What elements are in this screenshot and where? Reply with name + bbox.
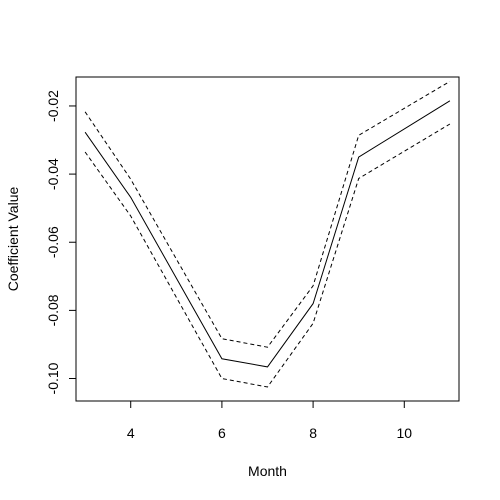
y-axis: -0.10 -0.08 -0.06 -0.04 -0.02 [45, 90, 77, 394]
x-tick-label: 10 [396, 425, 412, 441]
y-tick-label: -0.02 [45, 90, 61, 122]
x-tick-label: 8 [309, 425, 317, 441]
y-axis-label: Coefficient Value [5, 187, 21, 292]
y-tick-label: -0.08 [45, 294, 61, 326]
x-axis-label: Month [248, 463, 287, 479]
x-tick-label: 4 [127, 425, 135, 441]
x-axis: 4 6 8 10 [127, 400, 412, 441]
x-tick-label: 6 [218, 425, 226, 441]
y-tick-label: -0.06 [45, 226, 61, 258]
y-tick-label: -0.10 [45, 362, 61, 394]
estimate-line [84, 100, 451, 368]
plot-box [75, 76, 460, 402]
series-layer [84, 80, 451, 388]
y-tick-label: -0.04 [45, 158, 61, 190]
confidence-line-1 [84, 80, 451, 348]
confidence-line-2 [84, 123, 451, 388]
